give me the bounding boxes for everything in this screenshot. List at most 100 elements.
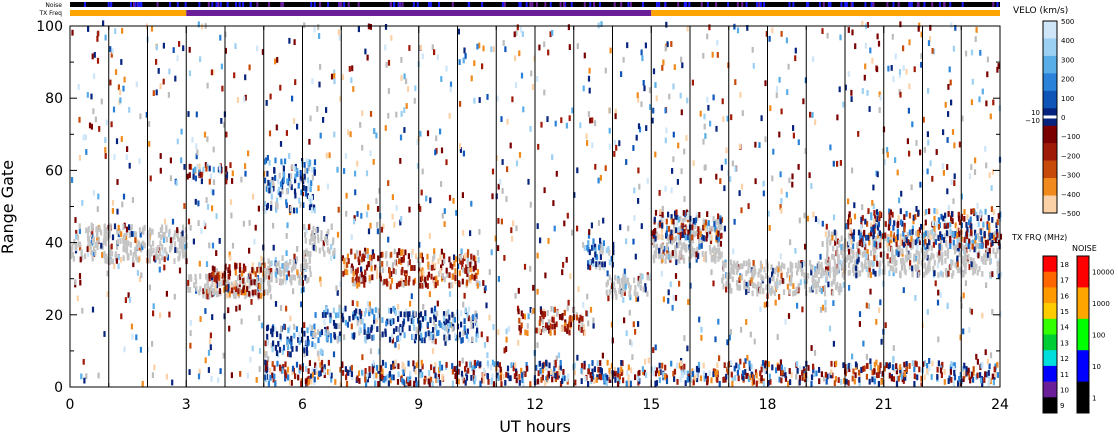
- echo-cell: [979, 49, 982, 56]
- echo-cell: [206, 274, 209, 280]
- echo-cell: [176, 227, 179, 233]
- echo-cell: [116, 238, 120, 245]
- echo-cell: [582, 324, 585, 330]
- echo-cell: [377, 348, 380, 355]
- echo-cell: [229, 255, 232, 261]
- echo-cell: [659, 209, 662, 215]
- echo-cell: [341, 74, 345, 81]
- echo-cell: [256, 266, 259, 273]
- echo-cell: [724, 262, 727, 268]
- echo-cell: [476, 269, 480, 275]
- echo-cell: [511, 235, 514, 242]
- echo-cell: [391, 194, 394, 200]
- echo-cell: [427, 271, 430, 278]
- echo-cell: [194, 198, 197, 205]
- echo-cell: [697, 226, 700, 232]
- echo-cell: [849, 363, 852, 370]
- echo-cell: [615, 294, 618, 300]
- echo-cell: [706, 96, 709, 103]
- echo-cell: [271, 361, 274, 367]
- echo-cell: [673, 64, 676, 70]
- echo-cell: [946, 164, 949, 170]
- echo-cell: [381, 261, 384, 267]
- echo-cell: [313, 26, 316, 33]
- echo-cell: [823, 284, 826, 291]
- echo-cell: [155, 44, 158, 51]
- echo-cell: [768, 225, 771, 231]
- echo-cell: [660, 270, 663, 277]
- echo-cell: [397, 310, 400, 317]
- echo-cell: [497, 276, 500, 282]
- echo-cell: [618, 140, 621, 147]
- echo-cell: [884, 322, 887, 329]
- echo-cell: [284, 369, 287, 376]
- echo-cell: [271, 346, 274, 353]
- echo-cell: [315, 227, 318, 234]
- echo-cell: [814, 282, 817, 289]
- echo-cell: [988, 172, 991, 178]
- noise-speckle: [535, 2, 538, 7]
- echo-cell: [500, 116, 503, 122]
- echo-cell: [591, 117, 594, 124]
- echo-cell: [159, 83, 162, 90]
- echo-cell: [488, 314, 491, 321]
- echo-cell: [804, 283, 807, 290]
- echo-cell: [736, 260, 739, 267]
- echo-cell: [915, 248, 918, 255]
- echo-cell: [986, 239, 990, 246]
- echo-cell: [294, 173, 297, 180]
- echo-cell: [272, 180, 275, 186]
- echo-cell: [978, 96, 981, 103]
- echo-cell: [173, 233, 176, 240]
- echo-cell: [599, 248, 602, 254]
- echo-cell: [418, 325, 422, 332]
- echo-cell: [359, 318, 362, 325]
- echo-cell: [608, 107, 611, 114]
- echo-cell: [765, 284, 768, 291]
- echo-cell: [407, 253, 410, 259]
- echo-cell: [636, 92, 639, 99]
- echo-cell: [674, 250, 678, 257]
- echo-cell: [892, 376, 896, 382]
- echo-cell: [988, 222, 991, 229]
- echo-cell: [952, 362, 955, 369]
- echo-cell: [920, 31, 923, 38]
- echo-cell: [346, 262, 349, 268]
- echo-cell: [478, 42, 481, 49]
- echo-cell: [420, 332, 423, 339]
- echo-cell: [248, 64, 251, 71]
- echo-cell: [591, 368, 594, 375]
- echo-cell: [691, 234, 694, 241]
- echo-cell: [985, 162, 988, 169]
- echo-cell: [377, 307, 380, 314]
- echo-cell: [845, 378, 848, 385]
- echo-cell: [355, 308, 358, 315]
- echo-cell: [970, 164, 973, 170]
- echo-cell: [181, 244, 185, 251]
- echo-cell: [387, 112, 390, 119]
- echo-cell: [823, 375, 826, 382]
- echo-cell: [800, 270, 804, 277]
- echo-cell: [204, 287, 207, 294]
- echo-cell: [460, 337, 463, 344]
- echo-cell: [400, 277, 403, 284]
- echo-cell: [497, 245, 500, 251]
- echo-cell: [751, 268, 754, 275]
- echo-cell: [643, 369, 646, 376]
- echo-cell: [492, 381, 495, 387]
- echo-cell: [155, 246, 158, 253]
- echo-cell: [426, 253, 429, 260]
- echo-cell: [360, 276, 363, 283]
- echo-cell: [333, 69, 336, 76]
- echo-cell: [387, 88, 390, 94]
- echo-cell: [841, 253, 844, 259]
- echo-cell: [935, 221, 938, 228]
- echo-cell: [861, 20, 864, 27]
- echo-cell: [779, 265, 782, 272]
- echo-cell: [385, 251, 388, 257]
- echo-cell: [120, 256, 123, 263]
- echo-cell: [421, 371, 424, 378]
- echo-cell: [991, 217, 994, 223]
- echo-cell: [694, 223, 697, 230]
- echo-cell: [136, 256, 139, 263]
